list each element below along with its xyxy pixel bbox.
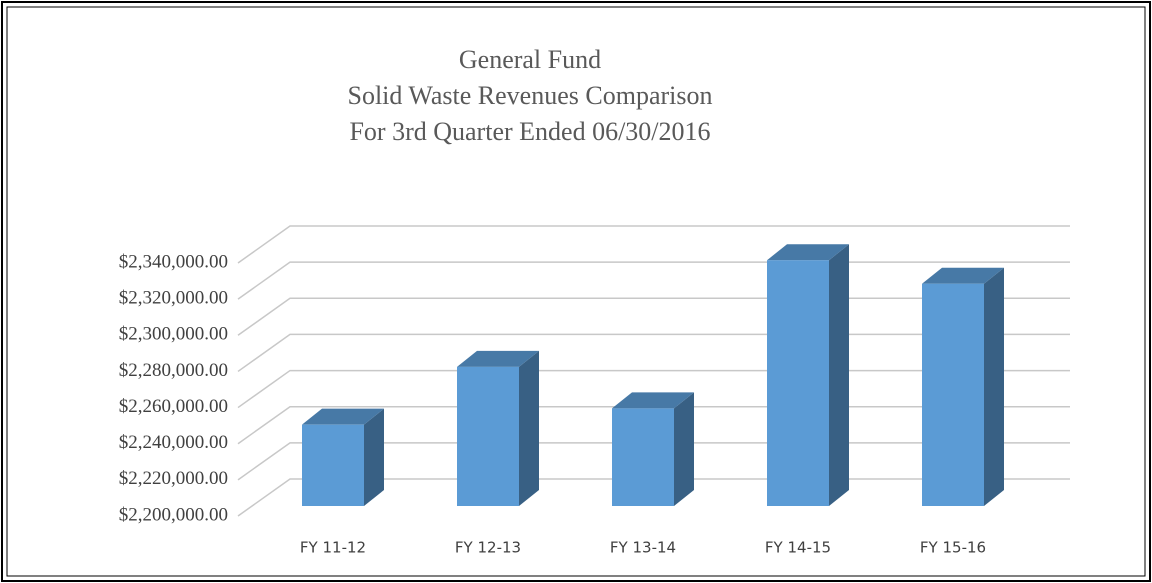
bar-top — [612, 392, 694, 409]
bar-side — [674, 392, 694, 506]
x-tick-label: FY 11-12 — [300, 539, 366, 557]
y-tick-label: $2,200,000.00 — [119, 504, 228, 525]
y-tick-label: $2,300,000.00 — [119, 324, 228, 345]
chart-title: Solid Waste Revenues Comparison — [347, 81, 712, 110]
bar — [922, 283, 984, 506]
x-tick-label: FY 14-15 — [765, 539, 831, 557]
bar-side — [519, 350, 539, 506]
y-tick-label: $2,220,000.00 — [119, 468, 228, 489]
chart-title: General Fund — [459, 45, 601, 74]
chart-title: For 3rd Quarter Ended 06/30/2016 — [349, 117, 710, 146]
bar-top — [302, 408, 384, 425]
bar — [767, 260, 829, 506]
bar-top — [457, 350, 539, 367]
y-tick-label: $2,260,000.00 — [119, 396, 228, 417]
bar-side — [364, 408, 384, 506]
x-tick-label: FY 12-13 — [455, 539, 521, 557]
bar — [457, 366, 519, 506]
bar-top — [767, 244, 849, 261]
bar-side — [984, 267, 1004, 506]
bar-side — [829, 244, 849, 506]
bar — [302, 424, 364, 506]
grid-line — [237, 225, 1070, 264]
inner-frame — [6, 6, 1146, 577]
x-tick-label: FY 15-16 — [920, 539, 986, 557]
bar — [612, 408, 674, 506]
y-tick-label: $2,340,000.00 — [119, 251, 228, 272]
x-tick-label: FY 13-14 — [610, 539, 676, 557]
y-tick-label: $2,280,000.00 — [119, 360, 228, 381]
y-tick-label: $2,240,000.00 — [119, 432, 228, 453]
bar-top — [922, 267, 1004, 284]
y-tick-label: $2,320,000.00 — [119, 288, 228, 309]
